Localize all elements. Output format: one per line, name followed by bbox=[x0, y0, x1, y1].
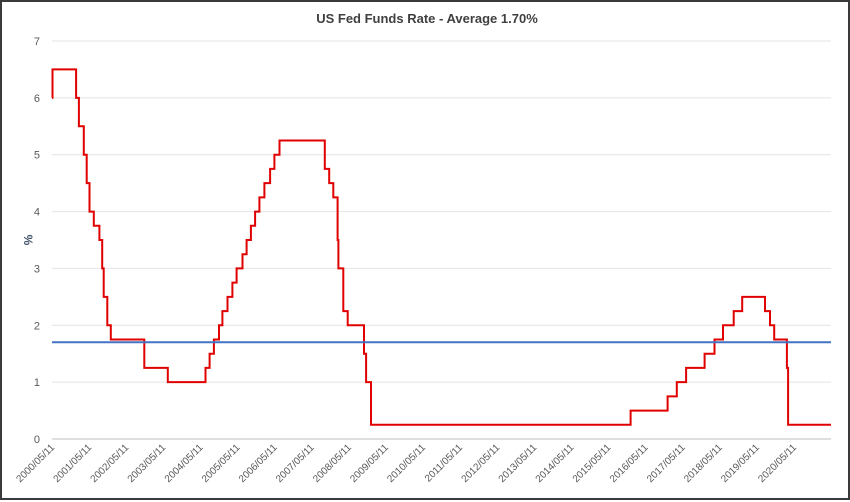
series-group bbox=[51, 68, 831, 426]
y-tick-label: 1 bbox=[34, 377, 40, 389]
x-tick-label: 2016/05/11 bbox=[608, 442, 651, 485]
y-tick-label: 2 bbox=[34, 320, 40, 332]
y-tick-label: 0 bbox=[34, 434, 40, 446]
y-tick-label: 4 bbox=[34, 207, 40, 219]
x-tick-label: 2010/05/11 bbox=[385, 442, 428, 485]
x-tick-label: 2012/05/11 bbox=[460, 442, 503, 485]
x-tick-label: 2006/05/11 bbox=[237, 442, 280, 485]
y-axis-ticks: 0 1 2 3 4 5 6 7 bbox=[34, 36, 40, 446]
x-tick-label: 2014/05/11 bbox=[534, 442, 577, 485]
x-tick-label: 2018/05/11 bbox=[682, 442, 725, 485]
gridlines bbox=[52, 40, 831, 440]
x-tick-label: 2009/05/11 bbox=[348, 442, 391, 485]
x-tick-label: 2004/05/11 bbox=[163, 442, 206, 485]
x-tick-label: 2015/05/11 bbox=[571, 442, 614, 485]
x-tick-label: 2017/05/11 bbox=[645, 442, 688, 485]
x-tick-label: 2000/05/11 bbox=[14, 442, 57, 485]
x-tick-label: 2007/05/11 bbox=[274, 442, 317, 485]
x-tick-label: 2005/05/11 bbox=[200, 442, 243, 485]
x-tick-label: 2013/05/11 bbox=[497, 442, 540, 485]
x-tick-label: 2011/05/11 bbox=[423, 442, 465, 484]
x-tick-label: 2019/05/11 bbox=[719, 442, 762, 485]
y-tick-label: 3 bbox=[34, 263, 40, 275]
x-tick-label: 2001/05/11 bbox=[52, 442, 95, 485]
x-axis-ticks: 2000/05/112001/05/112002/05/112003/05/11… bbox=[14, 442, 799, 485]
fed-funds-rate-line bbox=[51, 68, 831, 426]
y-tick-label: 6 bbox=[34, 93, 40, 105]
x-tick-label: 2003/05/11 bbox=[126, 442, 169, 485]
x-tick-label: 2008/05/11 bbox=[311, 442, 354, 485]
y-axis-label: % bbox=[21, 235, 35, 246]
y-tick-label: 7 bbox=[34, 36, 40, 48]
chart-title: US Fed Funds Rate - Average 1.70% bbox=[316, 11, 538, 26]
x-tick-label: 2002/05/11 bbox=[89, 442, 132, 485]
x-tick-label: 2020/05/11 bbox=[756, 442, 799, 485]
y-tick-label: 5 bbox=[34, 150, 40, 162]
